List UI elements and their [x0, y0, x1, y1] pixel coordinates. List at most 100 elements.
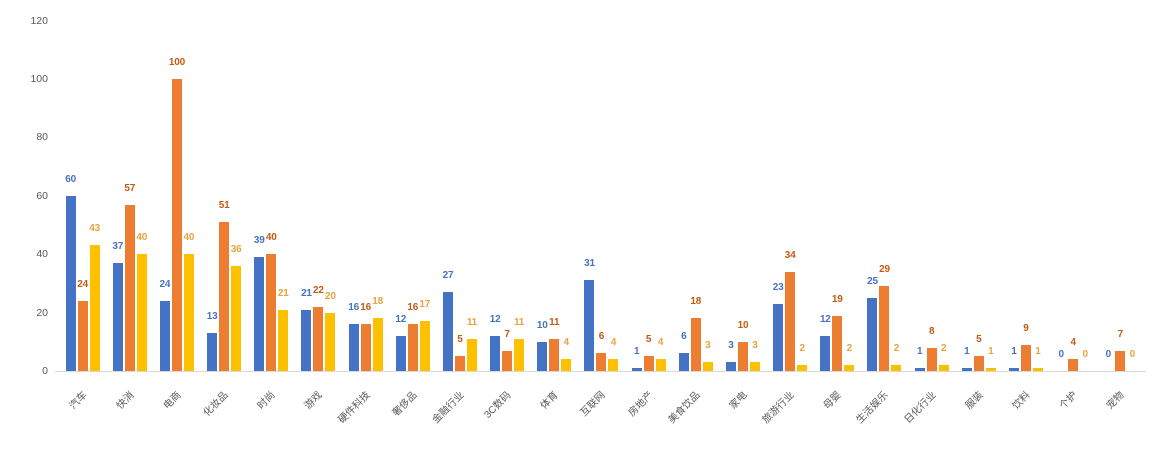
bar-value-label: 24 — [159, 278, 171, 290]
y-tick-label: 100 — [30, 73, 48, 85]
bar-group: 27 5 11 — [436, 0, 483, 371]
bar-value-label: 5 — [457, 334, 463, 346]
bar-value-label: 12 — [489, 313, 501, 325]
x-tick-label: 快消 — [114, 389, 137, 412]
bar-series2 — [785, 271, 796, 371]
x-axis-line — [55, 371, 1146, 372]
bar-value-label: 8 — [928, 325, 935, 337]
bar-series1 — [348, 324, 359, 371]
bar-value-label: 0 — [1105, 349, 1112, 360]
bar-value-label: 4 — [657, 337, 664, 349]
bar-value-label: 18 — [690, 296, 702, 308]
bar-series3 — [891, 365, 902, 371]
bar-value-label: 3 — [728, 340, 734, 352]
bar-series1 — [395, 335, 406, 371]
x-tick-label: 3C数码 — [482, 389, 514, 421]
bar-value-label: 1 — [633, 346, 640, 358]
bar-value-label: 24 — [77, 278, 88, 290]
x-tick-label: 房地产 — [626, 389, 656, 419]
y-tick-label: 20 — [36, 306, 48, 319]
x-tick-label: 金融行业 — [430, 389, 467, 426]
bar-value-label: 5 — [645, 334, 652, 346]
bar-value-label: 51 — [218, 200, 230, 212]
bar-series1 — [1008, 368, 1019, 371]
bar-series1 — [773, 303, 784, 371]
bar-group: 16 16 18 — [342, 0, 389, 371]
bar-group: 37 57 40 — [106, 0, 153, 371]
bar-value-label: 7 — [504, 328, 510, 340]
x-tick-label: 家电 — [727, 389, 750, 412]
bar-series2 — [690, 318, 701, 371]
bar-value-label: 29 — [879, 264, 890, 276]
x-tick-label: 日化行业 — [902, 389, 939, 426]
bar-series1 — [584, 280, 595, 371]
bar-group: 3 10 3 — [719, 0, 766, 371]
bar-value-label: 18 — [372, 296, 383, 308]
bar-group: 39 40 21 — [248, 0, 295, 371]
bar-series3 — [514, 338, 525, 371]
bar-series2 — [219, 222, 230, 371]
bar-series3 — [797, 365, 808, 371]
bar-value-label: 22 — [313, 284, 324, 296]
bar-value-label: 40 — [183, 232, 195, 244]
bar-value-label: 1 — [916, 346, 923, 358]
bar-value-label: 4 — [1070, 337, 1076, 349]
bar-series3 — [89, 245, 100, 371]
bar-value-label: 27 — [442, 270, 454, 282]
bar-value-label: 2 — [940, 343, 947, 355]
bar-value-label: 37 — [112, 240, 124, 252]
bar-series3 — [278, 309, 289, 371]
bar-value-label: 3 — [705, 340, 711, 352]
bar-series2 — [643, 356, 654, 371]
y-tick-label: 0 — [42, 365, 48, 377]
bar-series1 — [631, 368, 642, 371]
bar-value-label: 4 — [610, 337, 617, 349]
bar-series2 — [502, 350, 513, 371]
bar-value-label: 21 — [277, 287, 289, 299]
bar-series3 — [561, 359, 572, 371]
bar-series3 — [419, 321, 430, 371]
bar-value-label: 13 — [206, 311, 218, 323]
bar-series2 — [266, 254, 277, 371]
bar-group: 31 6 4 — [578, 0, 625, 371]
bar-value-label: 40 — [136, 232, 148, 244]
bar-value-label: 1 — [964, 346, 970, 358]
bar-group: 13 51 36 — [201, 0, 248, 371]
bar-series3 — [325, 312, 336, 371]
bar-value-label: 20 — [325, 290, 336, 302]
x-tick-label: 硬件科技 — [336, 389, 373, 426]
x-tick-label: 旅游行业 — [760, 389, 797, 426]
bar-value-label: 16 — [348, 302, 359, 314]
bar-series2 — [596, 353, 607, 371]
bar-series2 — [454, 356, 465, 371]
bar-series3 — [231, 265, 242, 371]
x-tick-label: 时尚 — [255, 389, 278, 412]
y-tick-label: 80 — [36, 131, 48, 144]
bar-value-label: 6 — [598, 331, 605, 343]
bar-value-label: 2 — [799, 343, 805, 355]
x-tick-label: 美食饮品 — [666, 389, 703, 426]
x-tick-label: 服装 — [963, 389, 986, 412]
bar-series1 — [961, 368, 972, 371]
bar-value-label: 57 — [124, 182, 136, 194]
bar-series2 — [1068, 359, 1079, 371]
bar-series3 — [1032, 368, 1043, 371]
bar-value-label: 34 — [784, 249, 796, 261]
bar-series3 — [985, 368, 996, 371]
bar-series1 — [490, 335, 501, 371]
bar-series2 — [1115, 350, 1126, 371]
bar-series2 — [737, 341, 748, 371]
bar-value-label: 21 — [301, 287, 312, 299]
x-tick-label: 游戏 — [303, 389, 326, 412]
bar-series2 — [407, 324, 418, 371]
bar-series2 — [124, 204, 135, 371]
bar-value-label: 60 — [65, 173, 76, 185]
bar-value-label: 1 — [1011, 346, 1017, 358]
bar-value-label: 10 — [737, 319, 749, 331]
y-tick-label: 40 — [36, 248, 48, 261]
